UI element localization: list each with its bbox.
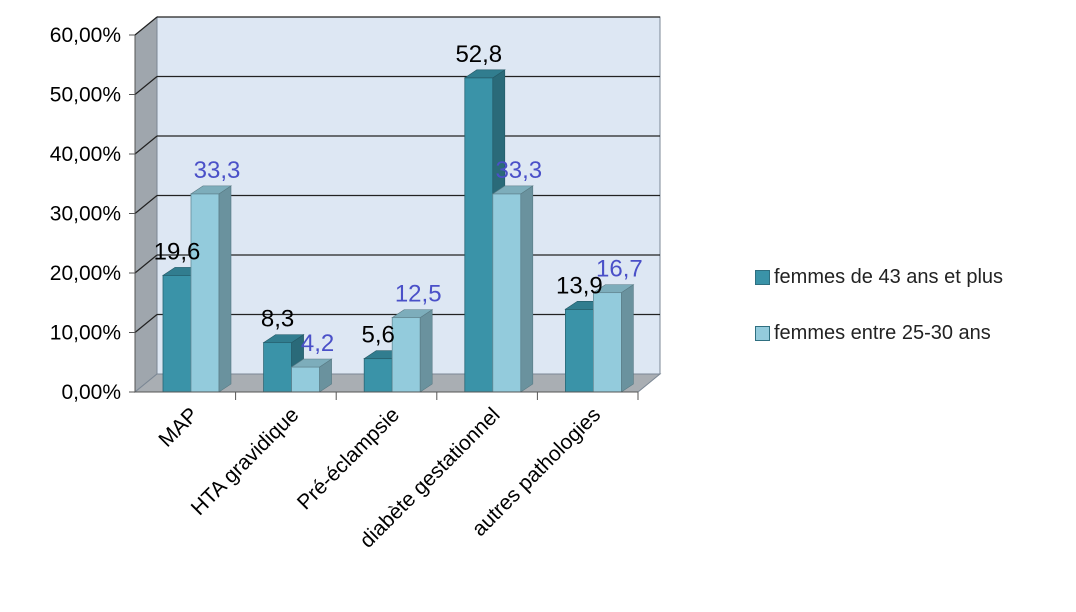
data-label: 4,2 (301, 330, 334, 357)
bar (492, 193, 522, 393)
bar-top (290, 358, 333, 368)
bar-side (621, 284, 634, 393)
data-label: 13,9 (556, 272, 603, 299)
data-labels: 19,6 33,3 8,3 4,2 5,612,5 52,8 33,3 13,916,7 (154, 41, 643, 357)
bar-top (463, 69, 506, 79)
bar-top (262, 334, 305, 343)
legend-swatch (755, 325, 770, 341)
legend-item: femmes entre 25-30 ans (755, 318, 1003, 348)
data-label: 12,5 (395, 281, 442, 308)
bar-side (520, 185, 534, 393)
y-tick-label: 30,00% (50, 203, 121, 226)
gridline-side (134, 314, 158, 333)
data-label: 8,3 (261, 306, 294, 333)
y-tick-label: 0,00% (61, 381, 121, 404)
bar-side (419, 309, 433, 393)
y-tick-label: 40,00% (50, 143, 121, 166)
gridline-side (134, 195, 158, 214)
gridline-side (134, 254, 158, 274)
data-label: 19,6 (154, 238, 201, 265)
y-tick-label: 20,00% (50, 262, 121, 285)
bar-top (491, 185, 534, 195)
bar-top (190, 185, 232, 195)
bar-top (592, 284, 635, 293)
bar (263, 342, 293, 393)
bar-top (391, 309, 434, 318)
data-label: 52,8 (455, 41, 502, 68)
x-category-label: Pré-éclampsie (293, 403, 404, 514)
bar-side (218, 185, 232, 393)
gridline-side (134, 16, 158, 36)
x-category-label: MAP (154, 403, 202, 451)
x-category-label: HTA gravidique (187, 403, 304, 520)
bars (162, 69, 635, 393)
data-label: 5,6 (362, 322, 395, 349)
y-tick-label: 60,00% (50, 24, 121, 47)
y-tick-label: 50,00% (50, 84, 121, 107)
bar (291, 366, 321, 393)
gridline-side (134, 76, 158, 95)
bar (162, 274, 192, 393)
data-label: 33,3 (495, 157, 542, 184)
legend-label: femmes entre 25-30 ans (774, 321, 991, 344)
legend: femmes de 43 ans et plus femmes entre 25… (755, 262, 1003, 374)
legend-label: femmes de 43 ans et plus (774, 265, 1004, 288)
y-tick-label: 10,00% (50, 322, 121, 345)
bar (363, 358, 393, 393)
bar (190, 193, 220, 393)
legend-swatch (755, 269, 770, 285)
legend-item: femmes de 43 ans et plus (755, 262, 1003, 292)
bar (593, 292, 622, 393)
bar (565, 308, 594, 393)
y-axis-ticks: 0,00% 10,00% 20,00% 30,00% 40,00% 50,00% 60,00… (50, 24, 136, 404)
bar (464, 77, 494, 393)
bar (391, 317, 421, 393)
data-label: 33,3 (194, 157, 241, 184)
data-label: 16,7 (596, 256, 643, 283)
gridline-side (134, 135, 158, 155)
